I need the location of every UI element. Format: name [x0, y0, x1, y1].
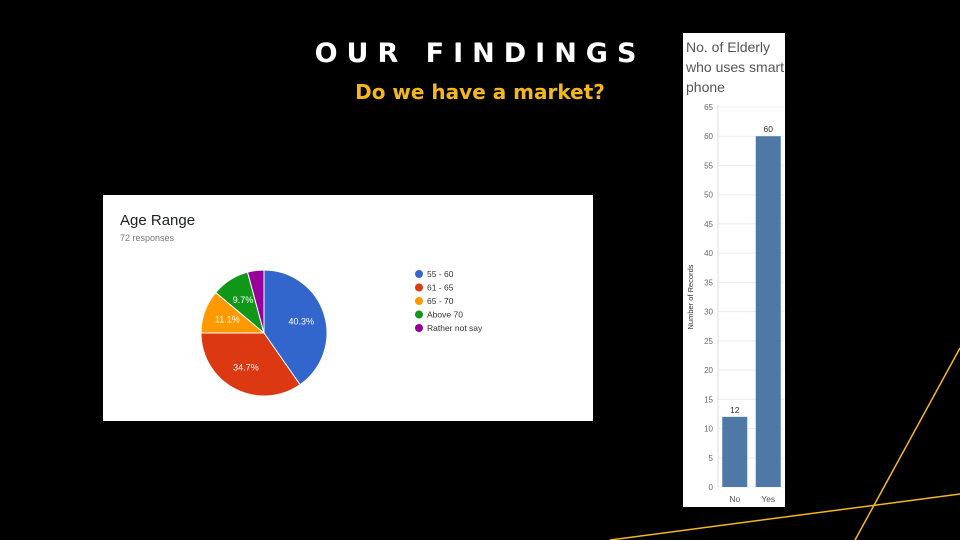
y-tick-label: 30 — [704, 308, 713, 317]
y-tick-label: 15 — [704, 395, 713, 404]
age-range-title: Age Range — [120, 212, 196, 229]
decorative-line-diagonal — [854, 347, 960, 540]
y-tick-label: 55 — [704, 161, 713, 170]
legend-label: 61 - 65 — [427, 283, 454, 293]
legend-label: Above 70 — [427, 310, 463, 320]
legend-label: Rather not say — [427, 323, 483, 333]
legend-swatch — [415, 283, 423, 292]
bar — [722, 416, 748, 487]
decorative-line-horizontal — [609, 493, 960, 540]
y-tick-label: 5 — [709, 454, 714, 463]
y-tick-label: 10 — [704, 425, 713, 434]
legend-label: 55 - 60 — [427, 269, 454, 279]
pie-slice — [263, 269, 328, 386]
pie-slice — [246, 269, 265, 334]
responses-count: 72 responses — [120, 233, 175, 243]
y-tick-label: 0 — [709, 483, 714, 492]
pie-slice-label: 9.7% — [233, 295, 254, 305]
smartphone-chart-title: No. of Elderly who uses smart phone — [686, 39, 785, 95]
y-tick-label: 45 — [704, 220, 713, 229]
y-tick-label: 35 — [704, 278, 713, 287]
y-tick-label: 50 — [704, 191, 713, 200]
y-axis-label: Number of Records — [686, 264, 695, 329]
legend-swatch — [415, 310, 423, 319]
pie-slice-label: 11.1% — [215, 315, 240, 325]
age-range-chart-card: Age Range 72 responses 40.3% 34.7% 11.1% 9.… — [103, 195, 593, 421]
legend-swatch — [415, 297, 423, 305]
pie-slice-label: 40.3% — [288, 316, 314, 326]
legend-label: 65 - 70 — [427, 296, 454, 306]
y-tick-label: 40 — [704, 249, 713, 258]
y-tick-label: 20 — [704, 366, 713, 375]
slide-subtitle: Do we have a market? — [355, 80, 605, 104]
bar-value-label: 60 — [764, 124, 774, 134]
age-range-pie-chart: 40.3% 34.7% 11.1% 9.7% 55 - 60 61 - 65 65 - 70… — [200, 269, 483, 397]
slide-title: OUR FINDINGS — [314, 38, 646, 69]
legend-swatch — [415, 270, 423, 278]
bar-value-label: 12 — [730, 405, 740, 415]
pie-slice — [200, 332, 301, 397]
y-tick-label: 60 — [704, 132, 713, 141]
smartphone-bar-chart: 0 5 10 15 20 25 30 35 40 45 50 55 60 65 Number of Reco… — [686, 103, 785, 504]
y-tick-label: 65 — [704, 103, 713, 112]
x-category-label: Yes — [761, 494, 775, 504]
smartphone-usage-chart-card: No. of Elderly who uses smart phone 0 5 10… — [683, 33, 785, 507]
bar — [755, 136, 781, 487]
legend-swatch — [415, 324, 423, 332]
y-tick-label: 25 — [704, 337, 713, 346]
x-category-label: No — [729, 494, 740, 504]
pie-slice-label: 34.7% — [233, 363, 259, 373]
